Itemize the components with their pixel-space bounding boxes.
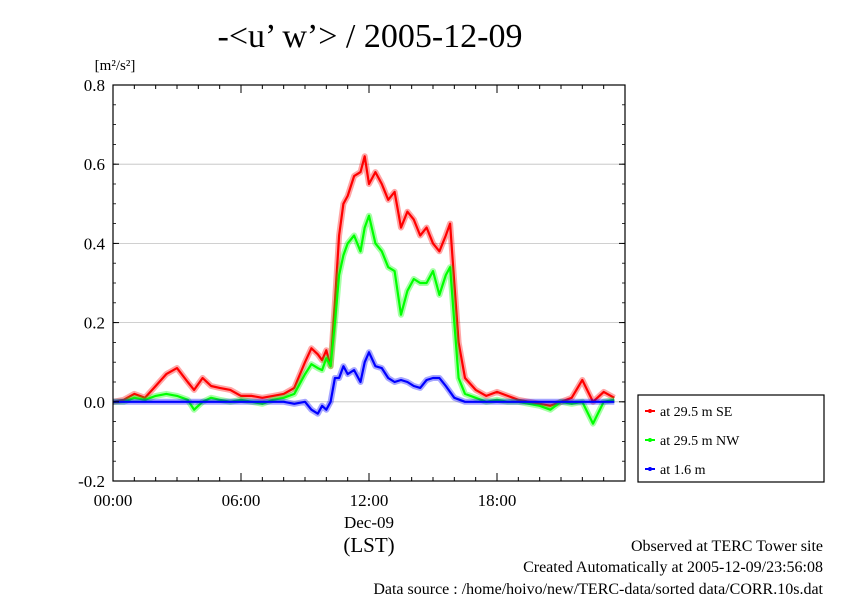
y-tick-label: -0.2 [78,472,105,491]
legend-marker [648,467,652,471]
x-tick-label: 06:00 [222,491,261,510]
legend-box [637,394,825,483]
plot-frame [112,84,626,482]
x-axis-label: (LST) [343,533,394,557]
footer-observed: Observed at TERC Tower site [631,538,823,555]
series-line [113,351,615,415]
footer-created: Created Automatically at 2005-12-09/23:5… [523,559,823,576]
legend: at 29.5 m SE at 29.5 m NW at 1.6 m [637,394,825,483]
y-tick-label: 0.8 [84,76,105,95]
y-tick-label: 0.6 [84,155,105,174]
x-date-label: Dec-09 [344,513,394,532]
legend-marker [648,438,652,442]
series-layer [112,153,616,427]
x-tick-label: 18:00 [478,491,517,510]
legend-label: at 29.5 m NW [660,434,740,449]
legend-marker [648,409,652,413]
x-tick-label: 12:00 [350,491,389,510]
y-axis-unit: [m²/s²] [95,58,136,74]
y-tick-label: 0.0 [84,393,105,412]
footer-source: Data source : /home/hoivo/new/TERC-data/… [373,581,823,595]
gridlines [113,163,625,403]
x-tick-label: 00:00 [94,491,133,510]
legend-label: at 1.6 m [660,463,706,478]
axes: -0.2 0.0 0.2 0.4 0.6 0.8 00:00 06:00 12:00 18:00 [78,76,626,510]
y-tick-label: 0.4 [84,234,106,253]
y-tick-label: 0.2 [84,314,105,333]
series-halo [113,212,615,427]
legend-label: at 29.5 m SE [660,405,732,420]
series-line [112,155,615,407]
chart-title: -<u’ w’> / 2005-12-09 [218,18,523,55]
